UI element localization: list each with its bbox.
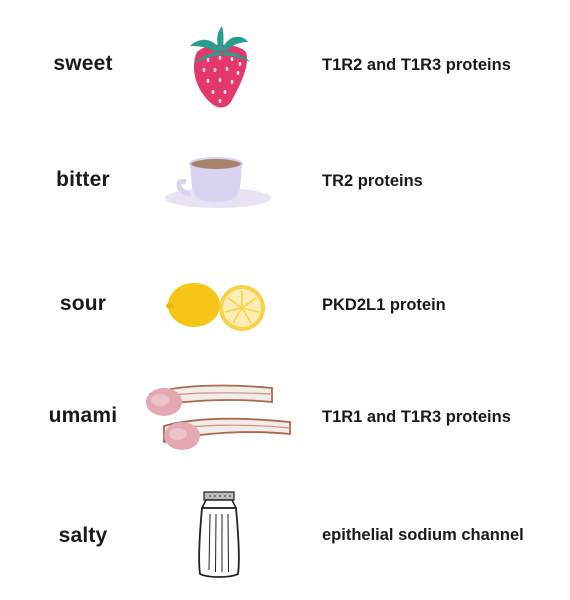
receptor-label: T1R1 and T1R3 proteins — [322, 408, 511, 426]
taste-label: umami — [48, 404, 118, 427]
taste-row-sweet: sweet — [0, 12, 570, 122]
receptor-label: PKD2L1 protein — [322, 296, 446, 314]
taste-label: salty — [58, 524, 108, 547]
receptor-label: TR2 proteins — [322, 172, 423, 190]
taste-row-sour: sour PKD2L1 protein — [0, 250, 570, 360]
lemon-icon — [150, 250, 300, 360]
taste-row-bitter: bitter TR2 proteins — [0, 128, 570, 238]
bacon-icon — [140, 364, 300, 474]
taste-row-salty: salty epithelial sodium channel — [0, 480, 570, 590]
taste-label: sweet — [53, 52, 113, 75]
taste-label: bitter — [56, 168, 110, 191]
taste-label: sour — [59, 292, 107, 315]
receptor-label: epithelial sodium channel — [322, 526, 524, 544]
receptor-label: T1R2 and T1R3 proteins — [322, 56, 511, 74]
taste-row-umami: umami T1R1 and T1R3 proteins — [0, 364, 570, 474]
strawberry-icon — [150, 12, 300, 122]
coffee-cup-icon — [150, 128, 300, 238]
salt-shaker-icon — [150, 480, 300, 595]
